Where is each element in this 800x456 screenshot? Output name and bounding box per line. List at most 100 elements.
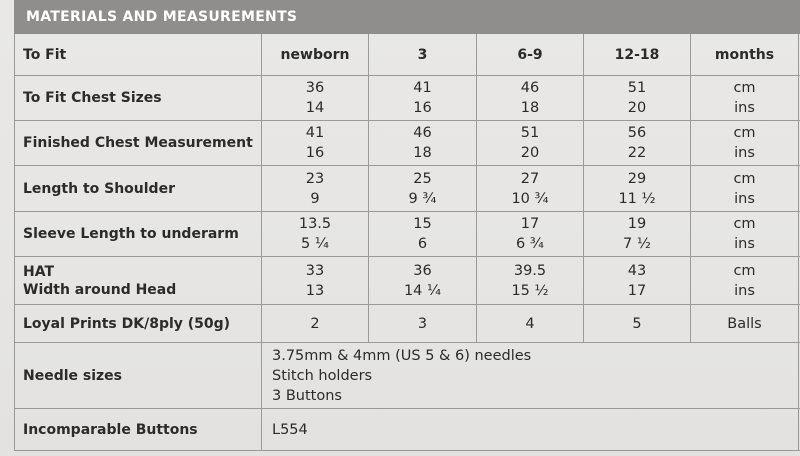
row-label-line: Loyal Prints DK/8ply (50g): [23, 315, 231, 332]
value-primary: 4: [525, 315, 535, 332]
value-primary: 19: [627, 216, 647, 232]
section-header: MATERIALS AND MEASUREMENTS: [14, 0, 800, 34]
measurements-table: To Fit newborn 3 6-9 12-18 months To Fit…: [14, 34, 800, 451]
row-label: Sleeve Length to underarm: [15, 212, 262, 256]
size-value-cell: 36 14 ¼: [369, 257, 477, 304]
unit-cell: cm ins: [691, 257, 799, 304]
column-header-newborn: newborn: [262, 34, 369, 75]
unit-label: Balls: [727, 315, 762, 332]
table-row: Finished Chest Measurement 41 16 46 18 51 20 56…: [15, 121, 800, 166]
value-secondary: 22: [627, 145, 647, 161]
buttons-row: Incomparable Buttons L554: [15, 409, 800, 451]
value-secondary: 13: [305, 282, 325, 299]
value-secondary: 10 ¾: [511, 190, 549, 207]
value-primary: 51: [520, 125, 540, 141]
unit-label: ins: [734, 236, 755, 252]
value-secondary: 5 ¼: [301, 236, 329, 252]
value-primary: 2: [310, 315, 320, 332]
size-value-cell: 2: [262, 305, 369, 342]
column-header-12-18: 12-18: [584, 34, 691, 75]
needle-sizes-value: 3.75mm & 4mm (US 5 & 6) needles Stitch h…: [262, 343, 799, 408]
size-value-cell: 27 10 ¾: [477, 166, 584, 211]
value-secondary: 6 ¾: [516, 236, 544, 252]
row-label-line: Length to Shoulder: [23, 180, 175, 197]
row-label: Loyal Prints DK/8ply (50g): [15, 305, 262, 342]
value-secondary: 14 ¼: [403, 282, 442, 299]
table-row: Loyal Prints DK/8ply (50g) 2 3 4 5 Balls: [15, 305, 800, 343]
value-secondary: 15 ½: [511, 282, 549, 299]
value-primary: 46: [520, 80, 540, 96]
needle-sizes-row: Needle sizes 3.75mm & 4mm (US 5 & 6) nee…: [15, 343, 800, 409]
value-primary: 41: [305, 125, 325, 141]
row-label-line: Width around Head: [23, 281, 177, 298]
value-primary: 36: [305, 80, 325, 96]
value-secondary: 18: [413, 145, 432, 161]
size-value-cell: 41 16: [369, 76, 477, 120]
value-primary: 29: [627, 170, 647, 187]
buttons-value: L554: [262, 409, 799, 450]
value-secondary: 7 ½: [623, 236, 651, 252]
value-primary: 5: [632, 315, 642, 332]
size-value-cell: 3: [369, 305, 477, 342]
unit-label: ins: [734, 190, 755, 207]
size-value-cell: 36 14: [262, 76, 369, 120]
table-body: To Fit Chest Sizes 36 14 41 16 46 18 51 20 cm ins F…: [15, 76, 800, 343]
value-primary: 51: [627, 80, 647, 96]
size-value-cell: 15 6: [369, 212, 477, 256]
value-primary: 25: [413, 170, 432, 187]
needle-line: 3 Buttons: [272, 387, 342, 404]
size-value-cell: 39.5 15 ½: [477, 257, 584, 304]
unit-label: cm: [733, 125, 756, 141]
row-label: To Fit Chest Sizes: [15, 76, 262, 120]
table-row: Sleeve Length to underarm 13.5 5 ¼ 15 6 17 6 ¾…: [15, 212, 800, 257]
unit-label: cm: [733, 170, 756, 187]
value-primary: 17: [520, 216, 540, 232]
table-header-row: To Fit newborn 3 6-9 12-18 months: [15, 34, 800, 76]
value-secondary: 9: [310, 190, 320, 207]
unit-label: cm: [733, 216, 756, 232]
table-row: HAT Width around Head 33 13 36 14 ¼ 39.5 15 ½ 43…: [15, 257, 800, 305]
unit-label: ins: [734, 282, 755, 299]
value-secondary: 17: [627, 282, 647, 299]
needle-line: Stitch holders: [272, 367, 373, 384]
row-label-line: HAT: [23, 263, 55, 280]
size-value-cell: 51 20: [477, 121, 584, 165]
column-header-3: 3: [369, 34, 477, 75]
row-label: Finished Chest Measurement: [15, 121, 262, 165]
section-title: MATERIALS AND MEASUREMENTS: [26, 9, 298, 25]
value-primary: 33: [305, 262, 325, 279]
size-value-cell: 33 13: [262, 257, 369, 304]
size-value-cell: 43 17: [584, 257, 691, 304]
value-secondary: 18: [520, 100, 540, 116]
unit-label: ins: [734, 100, 755, 116]
value-primary: 23: [305, 170, 325, 187]
row-label-line: To Fit Chest Sizes: [23, 90, 162, 106]
value-secondary: 11 ½: [618, 190, 656, 207]
value-primary: 13.5: [298, 216, 332, 232]
value-primary: 41: [413, 80, 432, 96]
size-value-cell: 41 16: [262, 121, 369, 165]
size-value-cell: 23 9: [262, 166, 369, 211]
size-value-cell: 19 7 ½: [584, 212, 691, 256]
size-value-cell: 4: [477, 305, 584, 342]
row-label-line: Sleeve Length to underarm: [23, 226, 239, 242]
value-primary: 56: [627, 125, 647, 141]
table-row: Length to Shoulder 23 9 25 9 ¾ 27 10 ¾ 29 11 ½ cm…: [15, 166, 800, 212]
value-secondary: 16: [305, 145, 325, 161]
table-row: To Fit Chest Sizes 36 14 41 16 46 18 51 20 cm ins: [15, 76, 800, 121]
unit-cell: cm ins: [691, 76, 799, 120]
needle-line: 3.75mm & 4mm (US 5 & 6) needles: [272, 347, 532, 364]
size-value-cell: 29 11 ½: [584, 166, 691, 211]
row-label: Length to Shoulder: [15, 166, 262, 211]
row-label-line: Finished Chest Measurement: [23, 135, 253, 151]
buttons-label: Incomparable Buttons: [15, 409, 262, 450]
size-value-cell: 46 18: [369, 121, 477, 165]
unit-label: cm: [733, 80, 756, 96]
value-secondary: 9 ¾: [408, 190, 437, 207]
size-value-cell: 51 20: [584, 76, 691, 120]
column-header-to-fit: To Fit: [15, 34, 262, 75]
size-value-cell: 13.5 5 ¼: [262, 212, 369, 256]
size-value-cell: 5: [584, 305, 691, 342]
unit-label: ins: [734, 145, 755, 161]
value-primary: 46: [413, 125, 432, 141]
